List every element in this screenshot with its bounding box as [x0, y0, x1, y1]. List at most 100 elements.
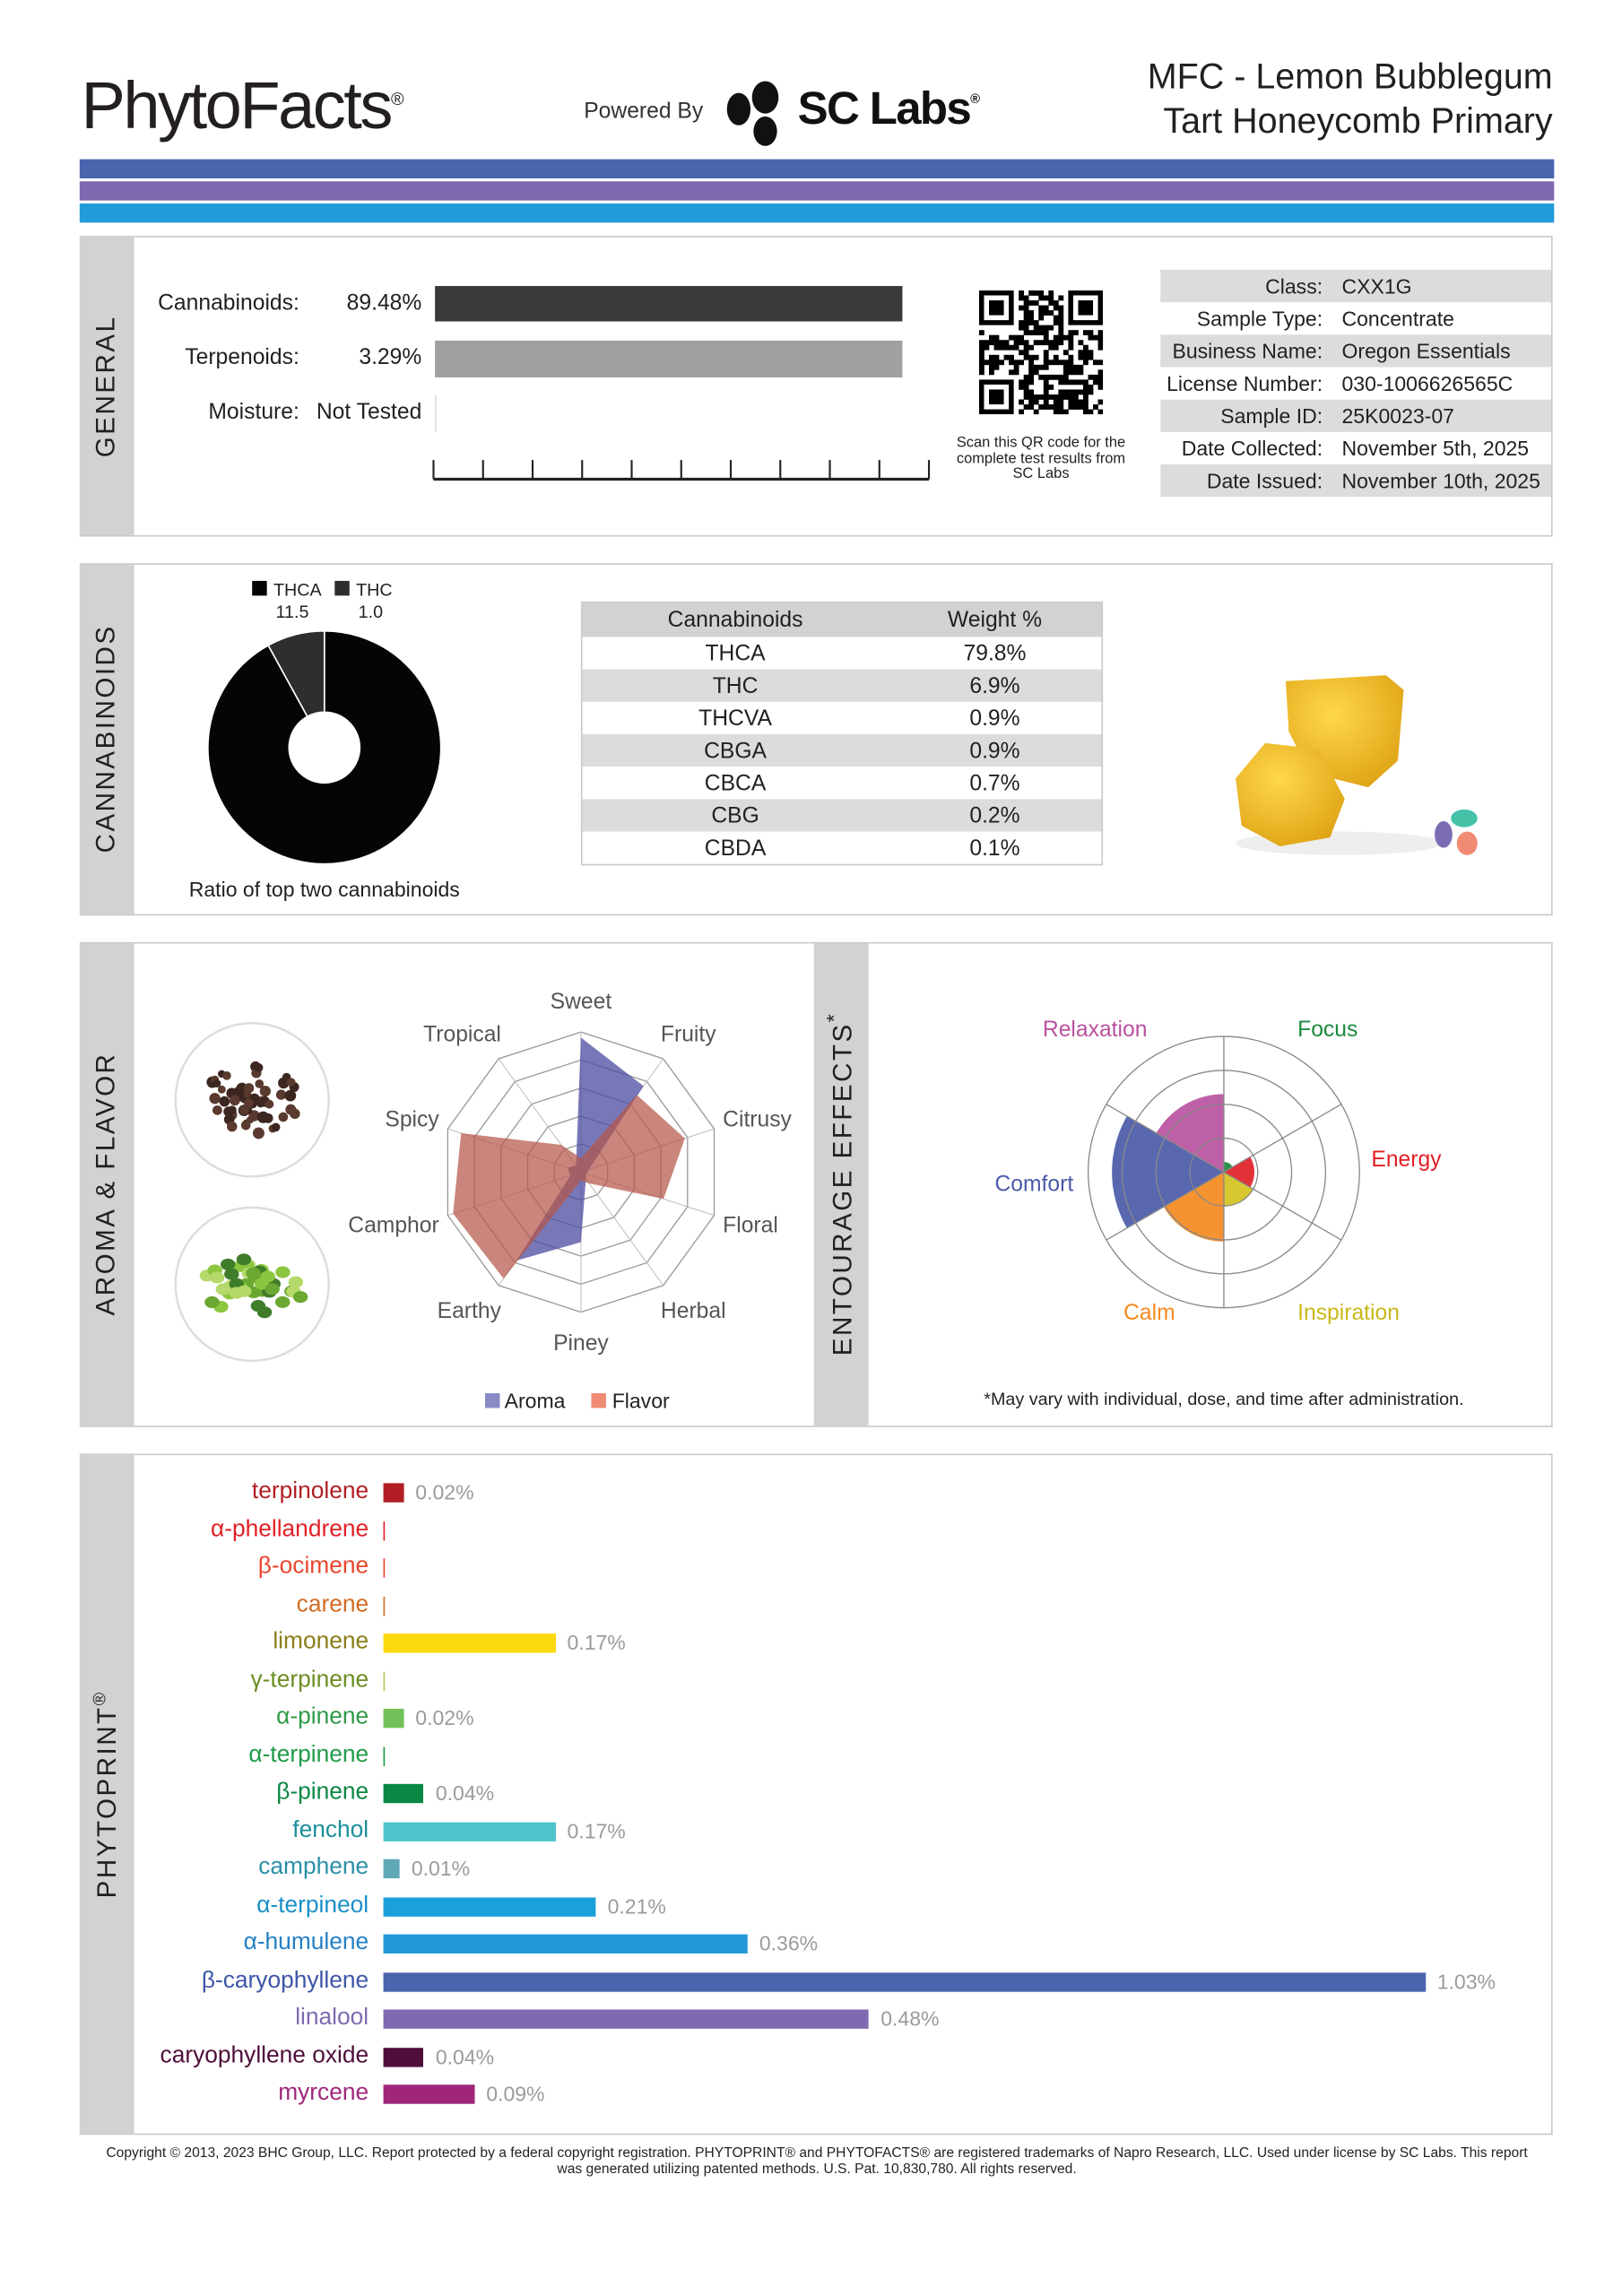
effect-sector-relaxation — [1156, 1094, 1224, 1173]
effect-sector-focus — [1223, 1162, 1233, 1173]
radar-axis-label: Floral — [723, 1213, 778, 1237]
phytoprint-label-text: PHYTOPRINT — [91, 1705, 122, 1899]
qr-code[interactable] — [978, 290, 1104, 415]
peppercorn-image — [174, 1022, 330, 1178]
radar-axis-label: Spicy — [385, 1108, 439, 1132]
terpene-bar — [383, 1671, 386, 1691]
terpene-bar — [383, 1558, 386, 1578]
sc-labs-logo-mark: ® — [970, 91, 980, 107]
info-value: November 5th, 2025 — [1341, 436, 1530, 461]
effect-label-comfort: Comfort — [995, 1173, 1074, 1197]
legend-name-thc: THC — [356, 579, 393, 601]
terpene-value: 0.48% — [880, 2006, 940, 2031]
sc-labs-logo: SC Labs® — [797, 82, 980, 135]
terpene-value: 0.09% — [486, 2082, 545, 2106]
cannabinoid-ratio-donut — [207, 630, 442, 865]
brand-dot-coral — [1456, 831, 1478, 855]
cannabinoid-name: THCA — [705, 640, 766, 666]
terpenoids-value: 3.29% — [359, 344, 422, 370]
effect-label-energy: Energy — [1371, 1148, 1442, 1172]
entourage-effects-chart: Focus Energy Inspiration Calm Comfort Relaxat… — [995, 1018, 1443, 1325]
terpene-bar — [383, 1633, 556, 1653]
product-title: MFC - Lemon Bubblegum Tart Honeycomb Pri… — [1148, 56, 1553, 144]
terpene-value: 0.02% — [415, 1480, 474, 1504]
terpene-label: fenchol — [292, 1816, 369, 1842]
terpene-bar — [383, 1596, 386, 1616]
entourage-sidebar: ENTOURAGE EFFECTS* — [813, 943, 869, 1426]
terpene-value: 0.04% — [435, 2044, 495, 2068]
radar-axis-label: Herbal — [661, 1299, 726, 1323]
logo-mark: ® — [390, 88, 404, 109]
terpene-bar — [383, 1746, 386, 1766]
cannabinoid-table: Cannabinoids Weight % THCA 79.8% THC 6.9% TH… — [580, 601, 1104, 866]
moisture-bar — [435, 394, 437, 432]
terpene-value: 0.21% — [607, 1893, 666, 1918]
moisture-value: Not Tested — [316, 399, 422, 425]
cannabinoid-weight: 0.7% — [969, 770, 1020, 796]
terpene-bar — [383, 1821, 556, 1841]
phytoprint-sidebar: PHYTOPRINT® — [79, 1455, 134, 2134]
terpene-bar — [383, 1896, 596, 1917]
terpene-label: α-terpinene — [248, 1741, 369, 1767]
cannabinoid-weight: 0.1% — [969, 835, 1020, 861]
info-row: Sample Type: Concentrate — [1160, 302, 1551, 334]
terpene-label: camphene — [258, 1854, 369, 1880]
effect-spoke — [1106, 1104, 1342, 1241]
donut-legend-thc: THC 1.0 — [334, 576, 393, 622]
info-row: Date Collected: November 5th, 2025 — [1160, 432, 1551, 464]
footer-line1: Copyright © 2013, 2023 BHC Group, LLC. R… — [106, 2144, 1528, 2162]
legend-swatch-aroma — [485, 1393, 500, 1408]
logo-text: PhytoFacts — [81, 67, 393, 143]
info-value: 030-1006626565C — [1341, 371, 1514, 395]
info-value: Concentrate — [1341, 307, 1454, 331]
terpene-bar — [383, 1934, 748, 1954]
footer-line2: was generated utilizing patented methods… — [557, 2161, 1077, 2178]
cannabinoid-weight: 0.2% — [888, 799, 1103, 832]
info-value: CXX1G — [1341, 273, 1412, 299]
terpene-label: β-ocimene — [257, 1554, 369, 1580]
terpene-value: 0.04% — [435, 1780, 495, 1805]
effect-label-focus: Focus — [1297, 1018, 1357, 1042]
donut-slice-thca — [207, 630, 442, 865]
terpene-value: 0.17% — [567, 1630, 626, 1655]
legend-aroma: Aroma — [504, 1389, 566, 1413]
legend-ratio-thc: 1.0 — [358, 601, 384, 622]
info-label: License Number: — [1167, 371, 1323, 395]
table-row: THCA 79.8% — [582, 637, 1103, 669]
entourage-footnote: *May vary with individual, dose, and tim… — [984, 1389, 1464, 1410]
aroma-flavor-radar-chart: Sweet Fruity Citrusy Floral Herbal Piney Earth… — [348, 990, 792, 1356]
terpene-bar — [383, 1483, 404, 1503]
terpenoids-label: Terpenoids: — [185, 344, 299, 370]
column-header-cannabinoid: Cannabinoids — [581, 602, 889, 637]
sc-labs-logo-icon — [726, 81, 779, 146]
effect-label-calm: Calm — [1123, 1301, 1175, 1325]
table-row: CBGA 0.9% — [581, 733, 1103, 767]
info-row: Date Issued: November 10th, 2025 — [1160, 464, 1552, 498]
effect-sector-comfort — [1112, 1115, 1224, 1228]
legend-name-thca: THCA — [273, 579, 322, 601]
terpene-label: α-humulene — [243, 1929, 369, 1955]
brand-dot-teal — [1451, 809, 1478, 827]
terpene-label: α-phellandrene — [210, 1516, 369, 1542]
info-value: 25K0023-07 — [1341, 403, 1454, 428]
terpene-label: α-pinene — [276, 1704, 369, 1729]
aroma-flavor-section: AROMA & FLAVOR ENTOURAGE EFFECTS* — [79, 941, 1553, 1427]
terpene-label: α-terpineol — [256, 1892, 369, 1918]
sc-labs-logo-text: SC Labs — [797, 82, 972, 134]
info-label: Date Issued: — [1206, 468, 1323, 493]
terpene-bar — [383, 1521, 386, 1540]
radar-series-flavor — [453, 1095, 685, 1279]
radar-spoke — [580, 1172, 664, 1287]
brand-dot-purple — [1435, 820, 1453, 848]
cannabinoids-section-label: CANNABINOIDS — [91, 624, 121, 853]
radar-axis-label: Camphor — [348, 1213, 438, 1237]
terpene-bar — [383, 2009, 870, 2029]
effect-label-inspiration: Inspiration — [1297, 1301, 1400, 1325]
info-value: November 10th, 2025 — [1341, 468, 1540, 493]
info-row: License Number: 030-1006626565C — [1160, 367, 1551, 399]
terpenoids-bar — [435, 340, 903, 377]
qr-caption: Scan this QR code for the complete test … — [956, 435, 1126, 482]
copyright-footer: Copyright © 2013, 2023 BHC Group, LLC. R… — [80, 2146, 1555, 2178]
legend-flavor: Flavor — [612, 1389, 670, 1413]
